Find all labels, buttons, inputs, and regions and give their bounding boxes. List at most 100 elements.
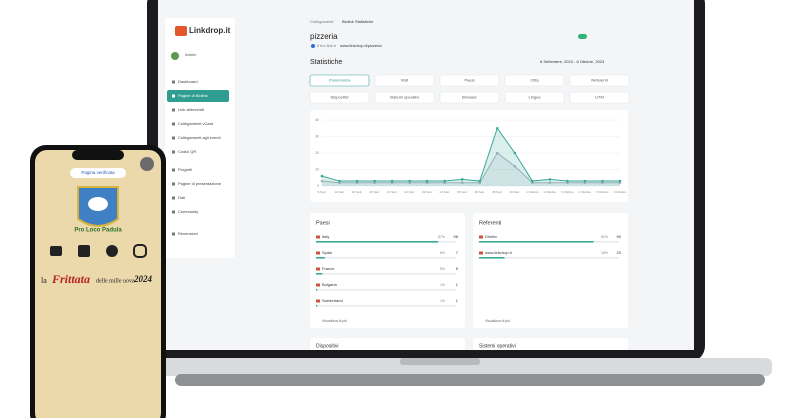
card-title: Dispositivi	[316, 343, 339, 349]
view-more[interactable]: Visualizza di più	[485, 319, 510, 323]
row-count: 7	[456, 250, 459, 255]
x-tick-label: 3 Ottobre	[561, 190, 574, 194]
row-count: 96	[454, 234, 459, 239]
toggle[interactable]	[578, 34, 587, 39]
badge-text: Pagina verificata	[81, 170, 115, 175]
point	[513, 164, 517, 168]
menu-item[interactable]: Community	[178, 209, 198, 214]
row-name: www.linkdrop.it	[485, 250, 513, 255]
point	[460, 181, 464, 184]
menu-item[interactable]: Pagine di Biolink	[178, 93, 208, 98]
email-icon[interactable]	[50, 246, 62, 256]
tab[interactable]	[309, 91, 370, 104]
tab-label[interactable]: Visti	[401, 78, 409, 83]
bar-track	[316, 305, 456, 307]
banner: 2024	[133, 274, 153, 284]
menu-icon	[172, 210, 175, 214]
tab-label[interactable]: Dispositivi	[330, 95, 348, 100]
x-tick-label: 2 Ottobre	[544, 190, 557, 194]
flag	[479, 235, 483, 239]
facebook-icon[interactable]	[106, 245, 118, 257]
logo-icon	[175, 26, 187, 36]
menu-item[interactable]: Recensioni	[178, 231, 198, 236]
menu-item[interactable]: Collegamenti vCard	[178, 121, 213, 126]
tab-label[interactable]: Referenti	[591, 78, 607, 83]
tab-label[interactable]: Lingua	[528, 95, 541, 100]
flag	[316, 251, 320, 255]
breadcrumb[interactable]: Collegamenti	[310, 19, 333, 24]
tab[interactable]	[569, 74, 630, 87]
tab[interactable]	[374, 74, 435, 87]
card-title: Referenti	[479, 220, 501, 226]
tab-label[interactable]: Browser	[462, 95, 477, 100]
chart-card	[310, 110, 628, 202]
point	[320, 174, 324, 178]
row-name: Diretto	[485, 234, 498, 239]
tab-label[interactable]: Sistemi operativi	[390, 95, 419, 100]
y-tick-label: 10	[315, 167, 319, 171]
url-prefix: Il tuo link è	[317, 43, 337, 48]
row-name: Spain	[322, 250, 332, 255]
share-button[interactable]	[140, 157, 154, 171]
page-title: pizzeria	[310, 32, 338, 41]
bar	[479, 241, 594, 243]
x-tick-label: 4 Ottobre	[579, 190, 592, 194]
point	[355, 179, 359, 183]
tab-label[interactable]: Panoramica	[329, 78, 351, 83]
referrers-card	[473, 213, 628, 328]
tab[interactable]	[569, 91, 630, 104]
menu-item[interactable]: Pagine di presentazione	[178, 181, 222, 186]
menu-item[interactable]: Codici QR	[178, 149, 196, 154]
bar-track	[316, 257, 456, 259]
menu-item[interactable]: Progetti	[178, 167, 192, 172]
point	[495, 126, 499, 130]
row-pct: 5%	[440, 267, 445, 271]
row-count: 1	[456, 282, 459, 287]
tab[interactable]	[504, 74, 565, 87]
laptop-foot	[175, 374, 765, 386]
menu-icon	[172, 136, 175, 140]
flag	[316, 283, 320, 287]
y-tick-label: 30	[315, 134, 319, 138]
menu-item[interactable]: Dashboard	[178, 79, 198, 84]
point	[618, 179, 622, 183]
phone-icon[interactable]	[78, 245, 90, 257]
tab-label[interactable]: Paesi	[464, 78, 474, 83]
tab[interactable]	[374, 91, 435, 104]
bar	[479, 257, 505, 259]
menu-item[interactable]: Link abbreviati	[178, 107, 204, 112]
tab[interactable]	[439, 91, 500, 104]
menu-icon	[172, 196, 175, 200]
bar	[316, 257, 325, 259]
breadcrumb: Biolink Statistiche	[342, 19, 374, 24]
row-pct: 87%	[438, 235, 445, 239]
tab[interactable]	[439, 74, 500, 87]
laptop-base	[140, 358, 772, 376]
row-name: Bulgaria	[322, 282, 337, 287]
banner: Frittata	[51, 272, 90, 286]
instagram-icon[interactable]	[133, 244, 147, 258]
tab[interactable]	[309, 74, 370, 87]
menu-item[interactable]: Dati	[178, 195, 185, 200]
screen-bezel	[158, 350, 694, 358]
tab[interactable]	[504, 91, 565, 104]
point	[408, 179, 411, 183]
point	[601, 179, 604, 183]
menu-icon	[172, 108, 175, 112]
x-tick-label: 5 Ottobre	[596, 190, 609, 194]
date-range[interactable]: 6 Settembre, 2024 - 6 Ottobre, 2024	[540, 59, 605, 64]
x-tick-label: 1 Ottobre	[526, 190, 539, 194]
tab-label[interactable]: Città	[530, 78, 539, 83]
point	[443, 179, 447, 183]
url[interactable]: www.linkdrop.it/pizzeria	[340, 43, 382, 48]
bar	[316, 305, 318, 307]
view-more[interactable]: Visualizza di più	[322, 319, 347, 323]
x-tick-label: 22 Sett.	[404, 190, 415, 194]
logo-text: Pro Loco Padula	[74, 228, 122, 234]
banner: delle mille uova	[96, 278, 135, 284]
x-tick-label: 10 Sett.	[334, 190, 345, 194]
menu-item[interactable]: Collegamenti agli eventi	[178, 135, 221, 140]
row-pct: 6%	[440, 251, 445, 255]
tab-label[interactable]: UTM	[595, 95, 604, 100]
